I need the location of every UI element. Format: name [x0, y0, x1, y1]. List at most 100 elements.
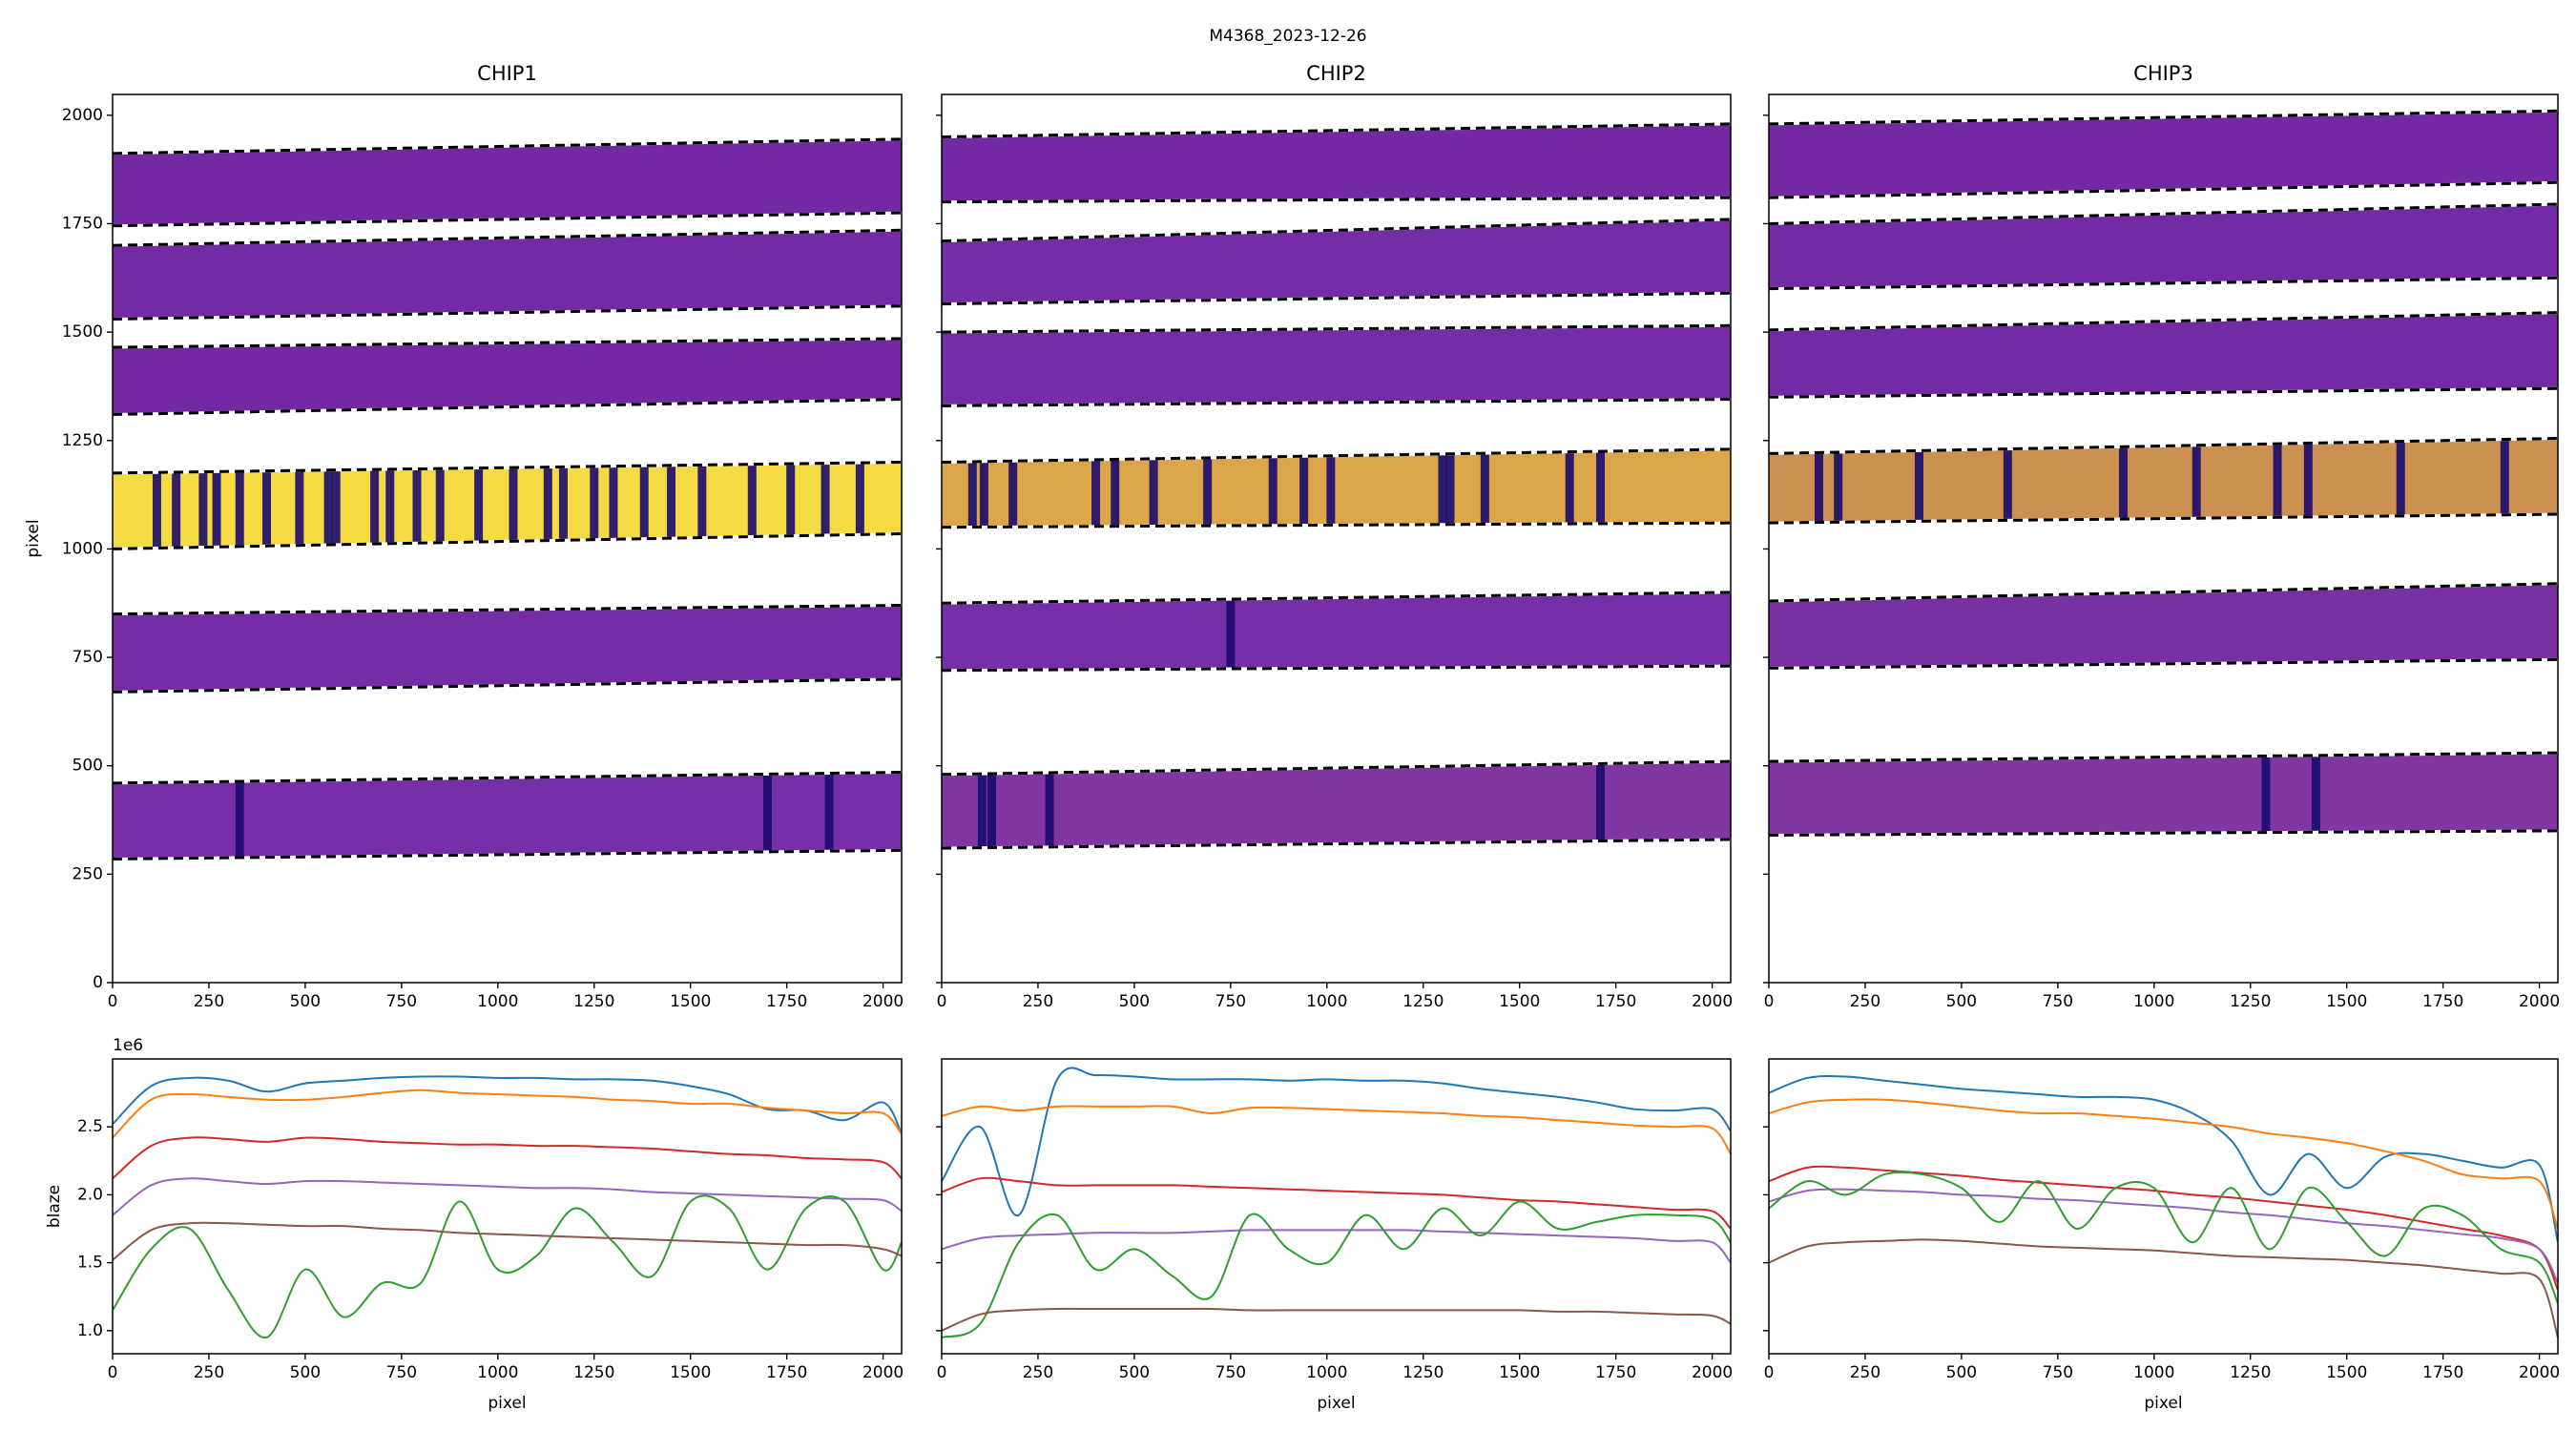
x-tick-label: 2000 — [1692, 992, 1733, 1011]
order-band — [942, 325, 1731, 406]
order-band — [942, 761, 1731, 849]
panel: 0 250 500 750 1000 1250 1500 1750 2000 1.0 1.5 2.0 2… — [45, 1036, 904, 1413]
figure-title: M4368_2023-12-26 — [1209, 27, 1366, 46]
plot-area — [113, 1075, 902, 1338]
order-edge — [113, 460, 902, 475]
x-tick-label: 1750 — [766, 1363, 807, 1382]
x-tick-label: 1000 — [1306, 992, 1347, 1011]
order-edge — [942, 196, 1731, 204]
order-edge — [113, 398, 902, 416]
y-tick-label: 1000 — [62, 539, 103, 558]
offset-text: 1e6 — [113, 1036, 143, 1055]
order-band — [1769, 753, 2558, 836]
axes-frame — [112, 1058, 903, 1355]
x-tick-label: 1750 — [2422, 992, 2463, 1011]
axes-frame — [1768, 93, 2559, 984]
panel: 0 250 500 750 1000 1250 1500 1750 2000 CHIP2 — [936, 62, 1733, 1011]
y-tick-label: 2.0 — [77, 1185, 103, 1204]
order-edge — [942, 759, 1731, 777]
y-tick-label: 750 — [73, 648, 103, 667]
x-tick-label: 1750 — [1595, 1363, 1636, 1382]
x-tick-label: 1500 — [670, 992, 711, 1011]
x-tick-label: 2000 — [2519, 1363, 2560, 1382]
y-tick-label: 1500 — [62, 322, 103, 342]
order-edge — [1769, 582, 2558, 603]
x-tick-label: 500 — [290, 992, 321, 1011]
x-tick-label: 0 — [1764, 1363, 1775, 1382]
x-tick-label: 500 — [1119, 1363, 1150, 1382]
x-axis-label: pixel — [2144, 1394, 2182, 1413]
order-edge — [1769, 109, 2558, 126]
order-edge — [1769, 751, 2558, 763]
blaze-line — [1769, 1074, 2558, 1243]
blaze-line — [113, 1136, 902, 1180]
order-edge — [1769, 829, 2558, 837]
x-tick-label: 500 — [1946, 1363, 1977, 1382]
panel-title: CHIP2 — [1306, 62, 1366, 85]
x-tick-label: 1250 — [1402, 1363, 1444, 1382]
order-edge — [113, 211, 902, 228]
order-band — [942, 218, 1731, 304]
axes-frame — [941, 1058, 1732, 1355]
plot-area — [1769, 109, 2558, 837]
blaze-line — [1769, 1098, 2558, 1230]
order-edge — [113, 848, 902, 861]
order-edge — [1769, 512, 2558, 525]
order-band — [113, 138, 902, 226]
x-tick-label: 0 — [1764, 992, 1775, 1011]
plot-area — [942, 122, 1731, 850]
x-tick-label: 250 — [1850, 992, 1880, 1011]
panel-title: CHIP1 — [477, 62, 537, 85]
axes-frame — [112, 93, 903, 984]
order-edge — [113, 604, 902, 616]
x-tick-label: 0 — [937, 992, 947, 1011]
order-band — [1769, 111, 2558, 198]
order-edge — [942, 291, 1731, 306]
y-tick-label: 250 — [73, 864, 103, 883]
x-tick-label: 500 — [290, 1363, 321, 1382]
x-tick-label: 750 — [1215, 1363, 1246, 1382]
blaze-line — [113, 1194, 902, 1338]
blaze-line — [942, 1229, 1731, 1264]
order-edge — [113, 531, 902, 550]
blaze-line — [942, 1200, 1731, 1338]
x-tick-label: 2000 — [2519, 992, 2560, 1011]
blaze-line — [1769, 1238, 2558, 1338]
order-edge — [1769, 657, 2558, 670]
order-band — [942, 123, 1731, 202]
plot-area — [1769, 1074, 2558, 1338]
order-edge — [113, 228, 902, 247]
order-band — [942, 448, 1731, 528]
x-tick-label: 750 — [2043, 1363, 2073, 1382]
blaze-line — [942, 1176, 1731, 1230]
blaze-line — [942, 1307, 1731, 1332]
axes-frame — [1768, 1058, 2559, 1355]
x-tick-label: 0 — [108, 992, 118, 1011]
x-tick-label: 250 — [1023, 1363, 1053, 1382]
x-tick-label: 2000 — [862, 992, 904, 1011]
order-band — [1769, 204, 2558, 289]
order-band — [942, 591, 1731, 671]
y-tick-label: 1.5 — [77, 1254, 103, 1273]
order-edge — [1769, 311, 2558, 332]
order-edge — [1769, 202, 2558, 225]
plot-area — [942, 1067, 1731, 1338]
order-band — [113, 772, 902, 860]
order-band — [1769, 583, 2558, 669]
blaze-line — [113, 1075, 902, 1134]
y-tick-label: 1750 — [62, 214, 103, 233]
y-tick-label: 1250 — [62, 431, 103, 450]
x-tick-label: 1000 — [477, 992, 518, 1011]
x-tick-label: 1500 — [2326, 1363, 2367, 1382]
axes-frame — [941, 93, 1732, 984]
order-band — [1769, 312, 2558, 398]
y-tick-label: 500 — [73, 757, 103, 776]
x-tick-label: 0 — [937, 1363, 947, 1382]
x-axis-label: pixel — [488, 1394, 526, 1413]
blaze-line — [1769, 1171, 2558, 1304]
x-tick-label: 2000 — [1692, 1363, 1733, 1382]
blaze-line — [113, 1177, 902, 1216]
x-tick-label: 1000 — [2133, 992, 2174, 1011]
